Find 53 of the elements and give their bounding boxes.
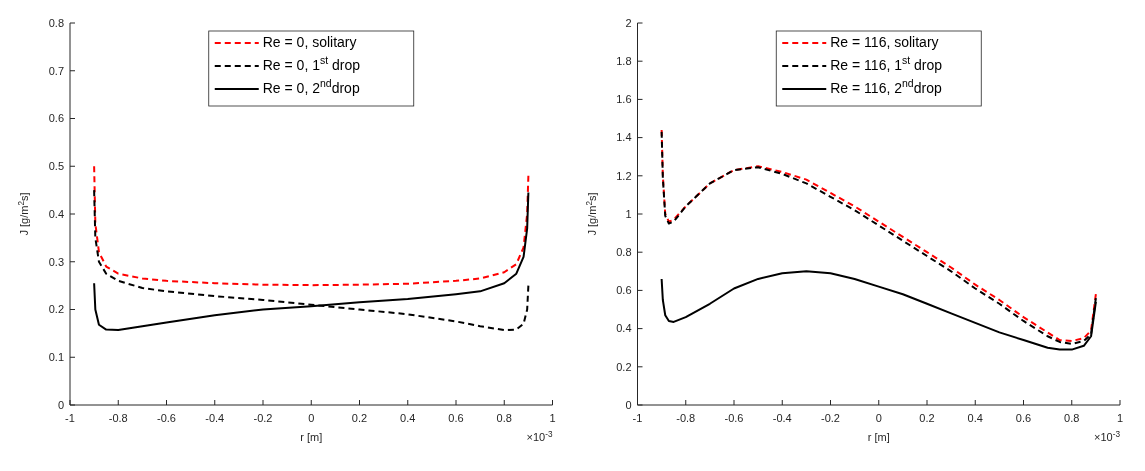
y-tick-label: 0.1 [48,351,64,364]
x-tick-label: 1 [549,412,556,424]
x-axis-title: r [m] [300,431,323,443]
legend-label: Re = 0, 1$^{st}$ drop [262,54,361,73]
y-tick-label: 1.4 [616,131,632,144]
x-tick-label: 0.6 [448,412,464,424]
x-tick-label: -0.8 [108,412,128,424]
x-tick-label: -0.4 [205,412,225,424]
legend-label: Re = 116, solitary [830,34,939,50]
y-tick-label: 0.2 [48,303,64,316]
text: ×10$^{-3}$ [526,429,553,443]
text: ×10$^{-3}$ [1093,429,1121,443]
x-tick-label: -0.2 [253,412,273,424]
y-tick-label: 0.8 [616,246,632,259]
x-tick-label: 0.2 [919,412,935,424]
y-tick-label: 0.4 [616,322,632,335]
x-tick-label: -0.4 [772,412,792,424]
y-tick-label: 1.6 [616,93,632,106]
y-tick-label: 0 [625,398,632,411]
legend-label: Re = 116, 2$^{nd}$drop [830,77,942,96]
x-tick-label: 1 [1116,412,1124,424]
y-tick-label: 1 [625,207,632,220]
x-tick-label: 0.4 [967,412,983,424]
line-series [93,165,530,287]
y-tick-label: 0.6 [48,112,64,125]
legend-label: Re = 0, 2$^{nd}$drop [262,77,360,96]
x-tick-label: -0.8 [676,412,696,424]
x-tick-label: 0.6 [1015,412,1032,424]
x-axis-title: r [m] [867,431,890,443]
x-tick-label: -0.6 [157,412,176,424]
y-tick-label: 0.6 [616,284,632,297]
y-tick-label: 0.2 [616,360,632,373]
x-tick-label: 0.8 [496,412,512,424]
x-tick-label: 0.2 [351,412,368,424]
y-tick-label: 0 [57,398,64,411]
legend-label: Re = 0, solitary [262,34,357,50]
y-tick-label: 2 [625,16,632,29]
y-tick-label: 0.8 [48,16,64,29]
x-tick-label: -1 [65,412,75,424]
y-tick-label: 1.8 [616,55,632,68]
x-tick-label: -1 [632,412,643,424]
x-tick-label: -0.2 [821,412,840,424]
x-tick-label: 0 [308,412,315,424]
x-tick-label: -0.6 [724,412,744,424]
y-tick-label: 0.7 [48,64,64,77]
x-tick-label: 0 [875,412,882,424]
x-tick-label: 0.4 [400,412,416,424]
x-tick-label: 0.8 [1064,412,1080,424]
y-tick-label: 0.5 [48,160,64,173]
legend-label: Re = 116, 1$^{st}$ drop [830,54,943,73]
y-tick-label: 0.4 [48,207,64,220]
y-tick-label: 0.3 [48,255,64,268]
y-tick-label: 1.2 [616,169,632,182]
